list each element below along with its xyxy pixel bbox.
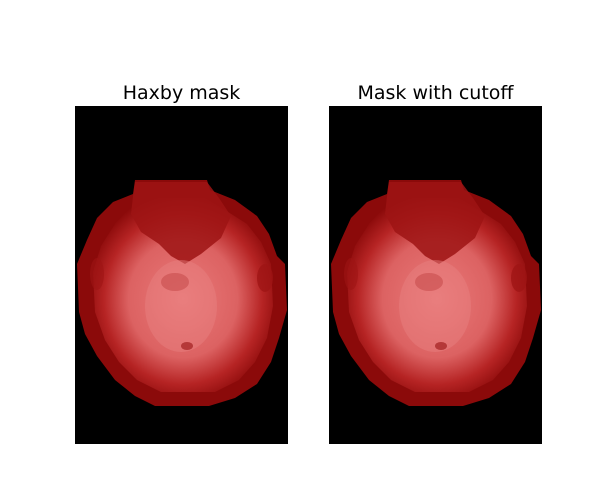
panel-title: Haxby mask [122,82,241,104]
panel-mask-with-cutoff: Mask with cutoff [329,80,542,444]
panel-title: Mask with cutoff [357,82,514,104]
brain-mask-cutoff-image [329,106,542,444]
panel-haxby-mask: Haxby mask [75,80,288,444]
brain-mask-image [75,106,288,444]
